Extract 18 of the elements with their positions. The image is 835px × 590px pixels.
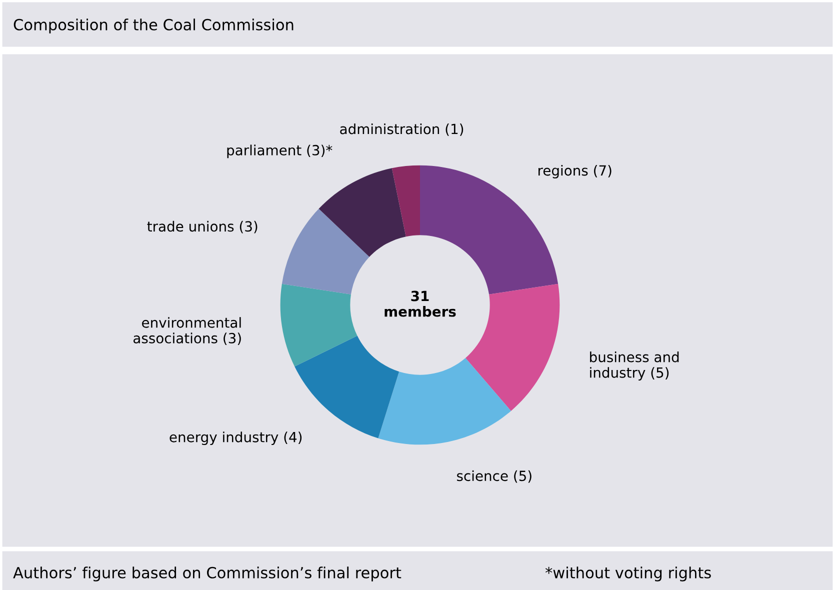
chart-title: Composition of the Coal Commission	[14, 18, 294, 34]
slice-label: energy industry (4)	[170, 432, 302, 446]
slice-label: business and industry (5)	[590, 352, 679, 381]
slice-label: parliament (3)*	[227, 144, 332, 158]
text: *without voting rights	[545, 566, 711, 582]
slice-label: administration (1)	[340, 124, 464, 136]
slice-label: science (5)	[456, 470, 532, 483]
donut-slice	[318, 168, 406, 257]
donut-slice	[282, 208, 370, 294]
donut-slice	[465, 284, 560, 411]
donut-slice	[280, 284, 358, 367]
text: Authors’ figure based on Commission’s final report	[13, 566, 402, 582]
slice-label: trade unions (3)	[147, 220, 258, 234]
donut-slice	[378, 358, 511, 445]
slice-label: environmental associations (3)	[133, 317, 241, 346]
slice-label: regions (7)	[538, 164, 612, 178]
text: 31 members	[384, 290, 456, 317]
donut-slice	[392, 165, 420, 237]
